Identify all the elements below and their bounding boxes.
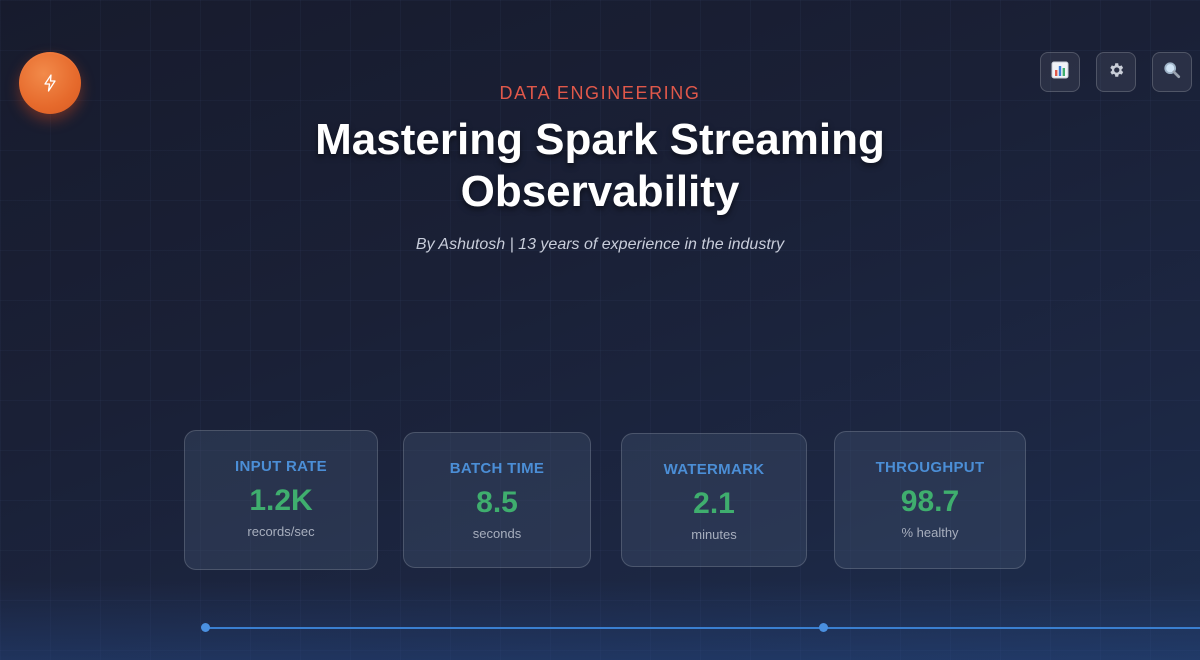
- metric-label: THROUGHPUT: [875, 459, 985, 476]
- page-title: Mastering Spark Streaming Observability: [315, 115, 885, 216]
- timeline-marker[interactable]: [819, 623, 828, 632]
- metric-card-batch-time: BATCH TIME 8.5 seconds: [403, 432, 591, 568]
- bar-chart-icon: [1051, 61, 1069, 84]
- metric-unit: seconds: [472, 526, 522, 541]
- metric-label: BATCH TIME: [449, 460, 545, 477]
- gear-icon: [1107, 61, 1125, 84]
- search-button[interactable]: [1152, 52, 1192, 92]
- metric-value: 1.2K: [249, 484, 313, 517]
- metric-label: INPUT RATE: [235, 458, 327, 475]
- header: DATA ENGINEERING Mastering Spark Streami…: [0, 82, 1200, 254]
- brand-button[interactable]: [19, 52, 81, 114]
- timeline-track: [205, 627, 1200, 629]
- metric-unit: records/sec: [247, 524, 315, 539]
- metric-label: WATERMARK: [663, 461, 765, 478]
- search-icon: [1163, 61, 1181, 84]
- timeline-marker[interactable]: [201, 623, 210, 632]
- category-label: DATA ENGINEERING: [499, 83, 701, 103]
- metric-card-input-rate: INPUT RATE 1.2K records/sec: [184, 430, 378, 570]
- background-glow: [0, 580, 1200, 660]
- settings-button[interactable]: [1096, 52, 1136, 92]
- analytics-button[interactable]: [1040, 52, 1080, 92]
- lightning-icon: [43, 74, 57, 92]
- toolbar: [1040, 52, 1192, 92]
- metric-card-throughput: THROUGHPUT 98.7 % healthy: [834, 431, 1026, 569]
- metric-value: 98.7: [900, 485, 960, 518]
- metric-value: 2.1: [693, 487, 735, 520]
- metric-unit: minutes: [691, 527, 737, 542]
- metric-value: 8.5: [476, 486, 518, 519]
- author-byline: By Ashutosh | 13 years of experience in …: [415, 236, 785, 253]
- metric-unit: % healthy: [901, 525, 959, 540]
- metric-card-watermark: WATERMARK 2.1 minutes: [621, 433, 807, 567]
